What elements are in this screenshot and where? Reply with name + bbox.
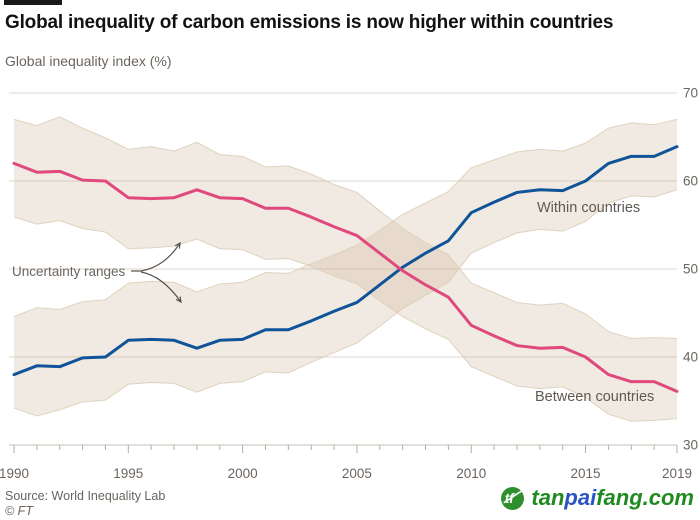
y-tick-label: 60 (683, 174, 698, 189)
x-tick-label: 1995 (113, 466, 143, 481)
logo-segment: .com (642, 485, 694, 510)
uncertainty-ranges-label: Uncertainty ranges (12, 264, 126, 279)
kicker-bar (4, 0, 62, 5)
line-within-countries (12, 145, 679, 377)
x-tick-label: 2010 (456, 466, 486, 481)
tanpaifang-leaf-icon: tf (501, 486, 525, 510)
x-tick-label: 2015 (571, 466, 601, 481)
source-text: Source: World Inequality Lab (5, 489, 166, 503)
logo-segment: tan (531, 485, 565, 510)
x-tick-label: 2019 (662, 466, 692, 481)
ft-credit: © FT (5, 504, 33, 518)
x-tick-label: 2000 (228, 466, 258, 481)
x-tick-label: 2005 (342, 466, 372, 481)
logo-segment: fang (596, 485, 643, 510)
arrow-to-lower-band (140, 271, 181, 302)
chart-subtitle: Global inequality index (%) (5, 53, 172, 69)
tanpaifang-logo[interactable]: tf tanpaifang.com (500, 485, 694, 511)
arrow-to-upper-band (140, 243, 180, 272)
y-tick-label: 30 (683, 438, 698, 453)
band-edge (13, 118, 678, 317)
line-between-countries (12, 161, 679, 393)
between-countries-label: Between countries (535, 389, 654, 405)
band-edge (13, 116, 678, 340)
y-tick-label: 50 (683, 262, 698, 277)
band-edge (13, 216, 678, 422)
within-countries-label: Within countries (537, 200, 640, 216)
svg-text:tf: tf (505, 491, 516, 506)
x-tick-label: 1990 (0, 466, 29, 481)
tanpaifang-wordmark: tanpaifang.com (531, 485, 694, 511)
y-tick-label: 40 (683, 350, 698, 365)
band-edge (13, 189, 678, 417)
logo-segment: pai (564, 485, 597, 510)
uncertainty-band-between (14, 116, 677, 422)
uncertainty-arrows (131, 243, 181, 302)
page-title: Global inequality of carbon emissions is… (5, 12, 614, 33)
y-tick-label: 70 (683, 86, 698, 101)
